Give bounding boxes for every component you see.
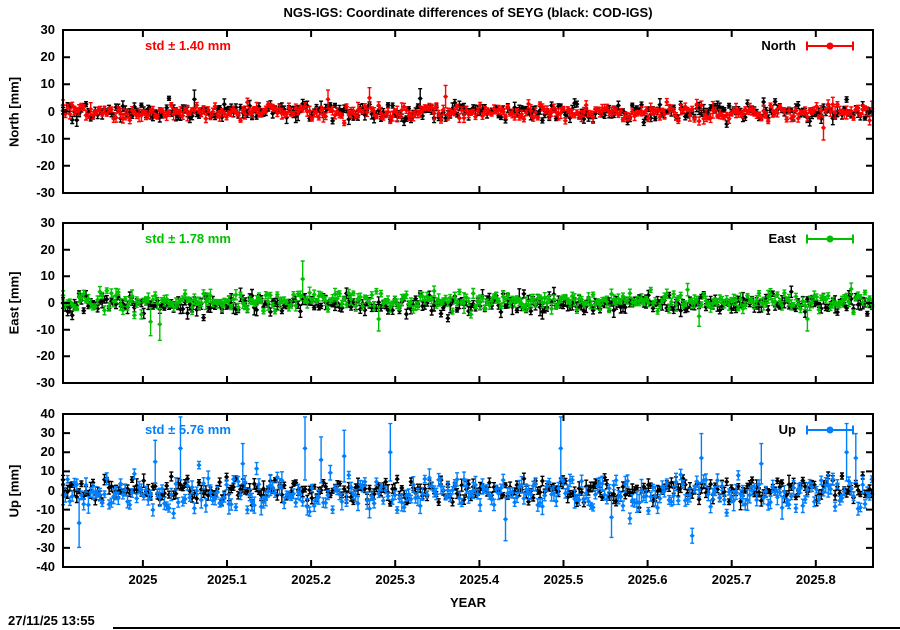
up-std-annotation: std ± 5.76 mm (145, 422, 231, 437)
x-tick-label: 2025.5 (543, 572, 584, 587)
north-legend-label: North (761, 38, 796, 53)
east-std-annotation: std ± 1.78 mm (145, 231, 231, 246)
y-tick-label: 0 (47, 295, 55, 310)
y-tick-label: 20 (40, 49, 55, 65)
plot-timestamp: 27/11/25 13:55 (8, 613, 95, 628)
up-plot (60, 413, 875, 568)
y-tick-label: -10 (36, 130, 55, 146)
bottom-border-line (113, 627, 900, 629)
east-legend: East (769, 231, 856, 246)
y-tick-label: 30 (40, 215, 55, 230)
east-legend-label: East (768, 231, 796, 246)
x-axis-label: YEAR (449, 595, 487, 610)
y-tick-label: 30 (40, 425, 55, 441)
y-tick-label: 10 (40, 268, 55, 284)
y-tick-label: -20 (36, 348, 55, 364)
x-tick-label: 2025.3 (375, 572, 416, 587)
y-tick-label: -30 (36, 185, 55, 200)
y-tick-label: 40 (40, 406, 55, 421)
y-tick-label: 30 (40, 22, 55, 37)
up-legend-label: Up (778, 422, 796, 437)
y-tick-label: -10 (36, 501, 55, 517)
y-tick-label: 10 (40, 463, 55, 479)
y-tick-label: 0 (47, 482, 55, 498)
y-tick-label: -20 (36, 520, 55, 536)
east-plot (60, 222, 875, 384)
y-tick-label: -40 (36, 559, 55, 574)
east-legend-errorbar-sample (806, 234, 854, 243)
x-tick-label: 2025.2 (291, 572, 331, 587)
x-tick-label: 2025.4 (459, 572, 500, 587)
y-tick-label: -20 (36, 157, 55, 173)
up-legend: Up (779, 422, 856, 437)
north-legend-errorbar-sample (806, 41, 854, 50)
y-tick-label: -10 (36, 321, 55, 337)
north-plot (60, 29, 875, 194)
north-legend: North (761, 38, 856, 53)
y-tick-label: 20 (40, 241, 55, 257)
y-tick-label: -30 (36, 375, 55, 390)
y-tick-label: 20 (40, 444, 55, 460)
panel-north: North [mm] std ± 1.40 mm North -30 -20 -10… (0, 22, 900, 200)
x-tick-label: 2025.7 (711, 572, 752, 587)
x-tick-label: 2025.6 (627, 572, 668, 587)
x-tick-label: 2025.8 (795, 572, 836, 587)
y-tick-label: -30 (36, 539, 55, 555)
up-legend-errorbar-sample (806, 425, 854, 434)
chart-title: NGS-IGS: Coordinate differences of SEYG … (283, 5, 653, 20)
y-tick-label: 10 (40, 76, 55, 92)
y-tick-label: 0 (47, 103, 55, 119)
panel-east: East [mm] std ± 1.78 mm East -30 -20 -10 0 1… (0, 215, 900, 390)
panel-up: Up [mm] std ± 5.76 mm Up -40 -30 -20 -10 0 10… (0, 406, 900, 574)
x-tick-label: 2025.1 (207, 572, 247, 587)
north-std-annotation: std ± 1.40 mm (145, 38, 231, 53)
x-tick-label: 2025 (128, 572, 158, 587)
